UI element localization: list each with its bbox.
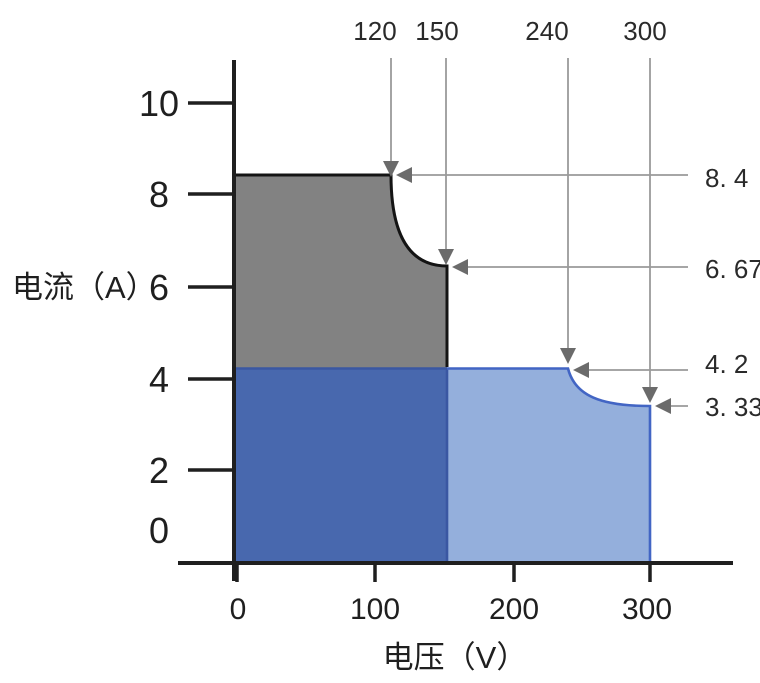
dark-blue-region-edge [234,367,449,562]
down-arrowhead-240v [560,348,576,364]
marker-label-3-33a: 3. 33 [705,392,760,422]
dark-blue-region [234,368,447,562]
marker-label-120v: 120 [353,16,396,46]
y-tick-label-4: 4 [149,359,169,400]
y-tick-label-6: 6 [149,267,169,308]
left-arrowhead-3-33a [655,398,671,414]
marker-label-150v: 150 [415,16,458,46]
x-tick-label-0: 0 [230,593,247,626]
gray-region-outline [234,173,449,367]
x-axis-title: 电压（V） [383,640,528,675]
marker-label-8-4a: 8. 4 [705,163,748,193]
x-tick-label-200: 200 [489,593,539,626]
left-arrowhead-6-67a [452,259,468,275]
gray-region [234,175,447,368]
marker-label-300v: 300 [623,16,666,46]
left-arrowhead-8-4a [396,167,412,183]
down-arrowhead-300v [642,387,658,403]
y-tick-label-2: 2 [149,450,169,491]
y-tick-label-8: 8 [149,174,169,215]
light-blue-region [447,368,650,562]
y-axis-title: 电流（A） [12,270,157,305]
light-blue-region-edge [447,367,652,562]
y-tick-label-0: 0 [149,510,169,551]
marker-label-240v: 240 [525,16,568,46]
y-tick-label-10: 10 [139,83,179,124]
down-arrowhead-120v [383,161,399,177]
left-arrowhead-4-2a [573,362,589,378]
x-tick-label-300: 300 [622,593,672,626]
marker-label-6-67a: 6. 67 [705,254,760,284]
x-tick-label-100: 100 [350,593,400,626]
down-arrowhead-150v [438,249,454,265]
marker-label-4-2a: 4. 2 [705,349,748,379]
